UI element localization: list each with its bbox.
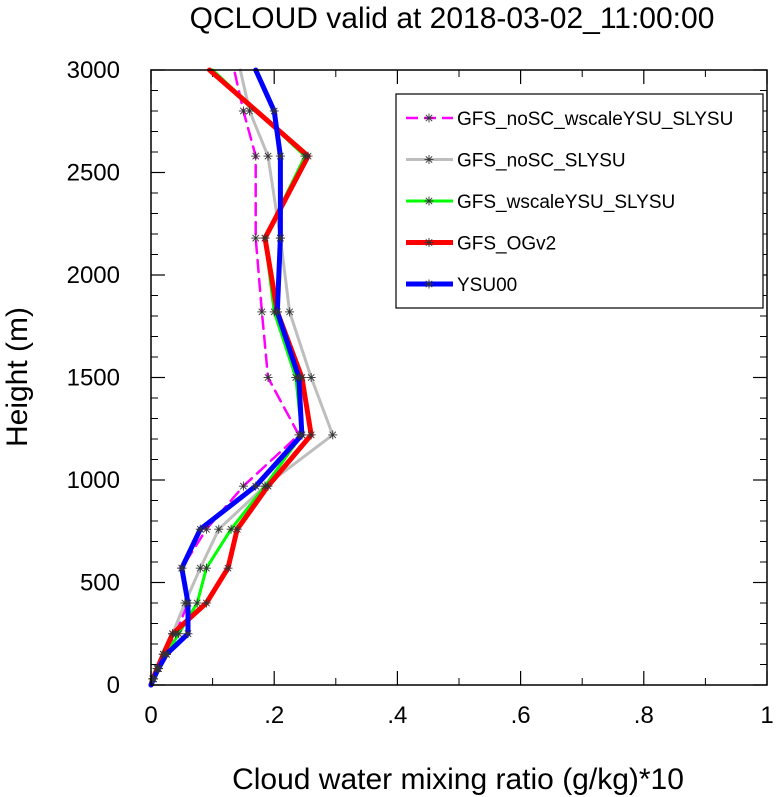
legend-label-gfs-ogv2: GFS_OGv2 (457, 234, 556, 255)
data-point-gfs-wscaleysu-slysu (201, 563, 211, 573)
data-point-ysu00 (275, 151, 285, 161)
data-point-ysu00 (153, 664, 163, 674)
data-point-gfs-nosc-slysu (306, 373, 316, 382)
x-tick-label: .6 (511, 702, 531, 729)
data-point-ysu00 (195, 524, 205, 534)
y-tick-label: 3000 (67, 57, 120, 84)
data-point-ysu00 (251, 481, 261, 491)
data-point-ysu00 (183, 629, 193, 639)
legend-marker (424, 113, 434, 123)
legend-label-ysu00: YSU00 (457, 275, 517, 296)
y-tick-label: 0 (107, 672, 120, 699)
data-point-gfs-nosc-wscaleysu-slysu (251, 233, 261, 243)
y-axis-label: Height (m) (1, 307, 34, 447)
data-point-gfs-nosc-wscaleysu-slysu (257, 307, 267, 317)
data-point-ysu00 (183, 598, 193, 608)
data-point-ysu00 (275, 233, 285, 243)
data-point-gfs-ogv2 (263, 481, 273, 491)
data-point-gfs-ogv2 (223, 563, 233, 573)
series-line-ysu00 (148, 67, 305, 688)
data-point-gfs-nosc-slysu (263, 151, 273, 161)
data-point-gfs-nosc-slysu (328, 430, 338, 440)
legend: GFS_noSC_wscaleYSU_SLYSU GFS_noSC_SLYSU GF… (395, 93, 764, 309)
y-tick-label: 1500 (67, 365, 120, 392)
x-tick-label: 0 (144, 702, 157, 729)
data-point-gfs-ogv2 (260, 233, 270, 243)
y-tick-label: 2000 (67, 262, 120, 289)
data-point-gfs-ogv2 (303, 151, 313, 161)
data-point-gfs-nosc-slysu (214, 524, 224, 534)
data-point-gfs-nosc-wscaleysu-slysu (238, 481, 248, 491)
data-point-gfs-nosc-slysu (285, 307, 295, 317)
series-lines (148, 67, 338, 688)
data-point-ysu00 (177, 563, 187, 573)
plot-frame (150, 69, 768, 686)
data-point-gfs-nosc-wscaleysu-slysu (201, 524, 211, 534)
legend-label-gfs-nosc-slysu: GFS_noSC_SLYSU (457, 151, 626, 172)
legend-label-gfs-nosc-wscaleysu-slysu: GFS_noSC_wscaleYSU_SLYSU (457, 109, 733, 130)
legend-marker (424, 155, 434, 164)
y-tick-label: 1000 (67, 467, 120, 494)
x-tick-label: .2 (264, 702, 284, 729)
legend-marker (424, 196, 434, 206)
legend-marker (424, 279, 434, 289)
data-point-gfs-ogv2 (201, 598, 211, 608)
data-point-gfs-ogv2 (168, 629, 178, 639)
y-tick-label: 500 (80, 570, 120, 597)
x-tick-label: .8 (634, 702, 654, 729)
data-point-gfs-nosc-slysu (245, 106, 255, 116)
data-point-ysu00 (272, 307, 282, 317)
x-tick-label: .4 (387, 702, 407, 729)
data-point-ysu00 (297, 430, 307, 440)
data-point-ysu00 (294, 373, 304, 382)
data-point-ysu00 (269, 106, 279, 116)
data-point-gfs-ogv2 (232, 524, 242, 534)
data-point-gfs-ogv2 (306, 430, 316, 440)
series-line-gfs-nosc-wscaleysu-slysu (149, 68, 301, 687)
legend-box (395, 93, 764, 309)
legend-label-gfs-wscaleysu-slysu: GFS_wscaleYSU_SLYSU (457, 192, 675, 213)
data-point-gfs-wscaleysu-slysu (226, 524, 236, 534)
series-line-gfs-ogv2 (148, 67, 314, 688)
data-point-gfs-nosc-wscaleysu-slysu (251, 151, 261, 161)
chart-title: QCLOUD valid at 2018-03-02_11:00:00 (190, 2, 715, 35)
data-point-gfs-wscaleysu-slysu (174, 629, 184, 639)
data-point-ysu00 (161, 649, 171, 659)
x-tick-label: 1 (760, 702, 773, 729)
axis-ticks: 0 .2 .4 .6 .8 1 0 500 1000 1500 2000 2500 3000 (67, 57, 774, 729)
y-tick-label: 2500 (67, 160, 120, 187)
x-axis-label: Cloud water mixing ratio (g/kg)*10 (232, 763, 684, 796)
data-point-gfs-nosc-wscaleysu-slysu (263, 373, 273, 382)
data-point-gfs-wscaleysu-slysu (192, 598, 202, 608)
legend-marker (424, 238, 434, 247)
